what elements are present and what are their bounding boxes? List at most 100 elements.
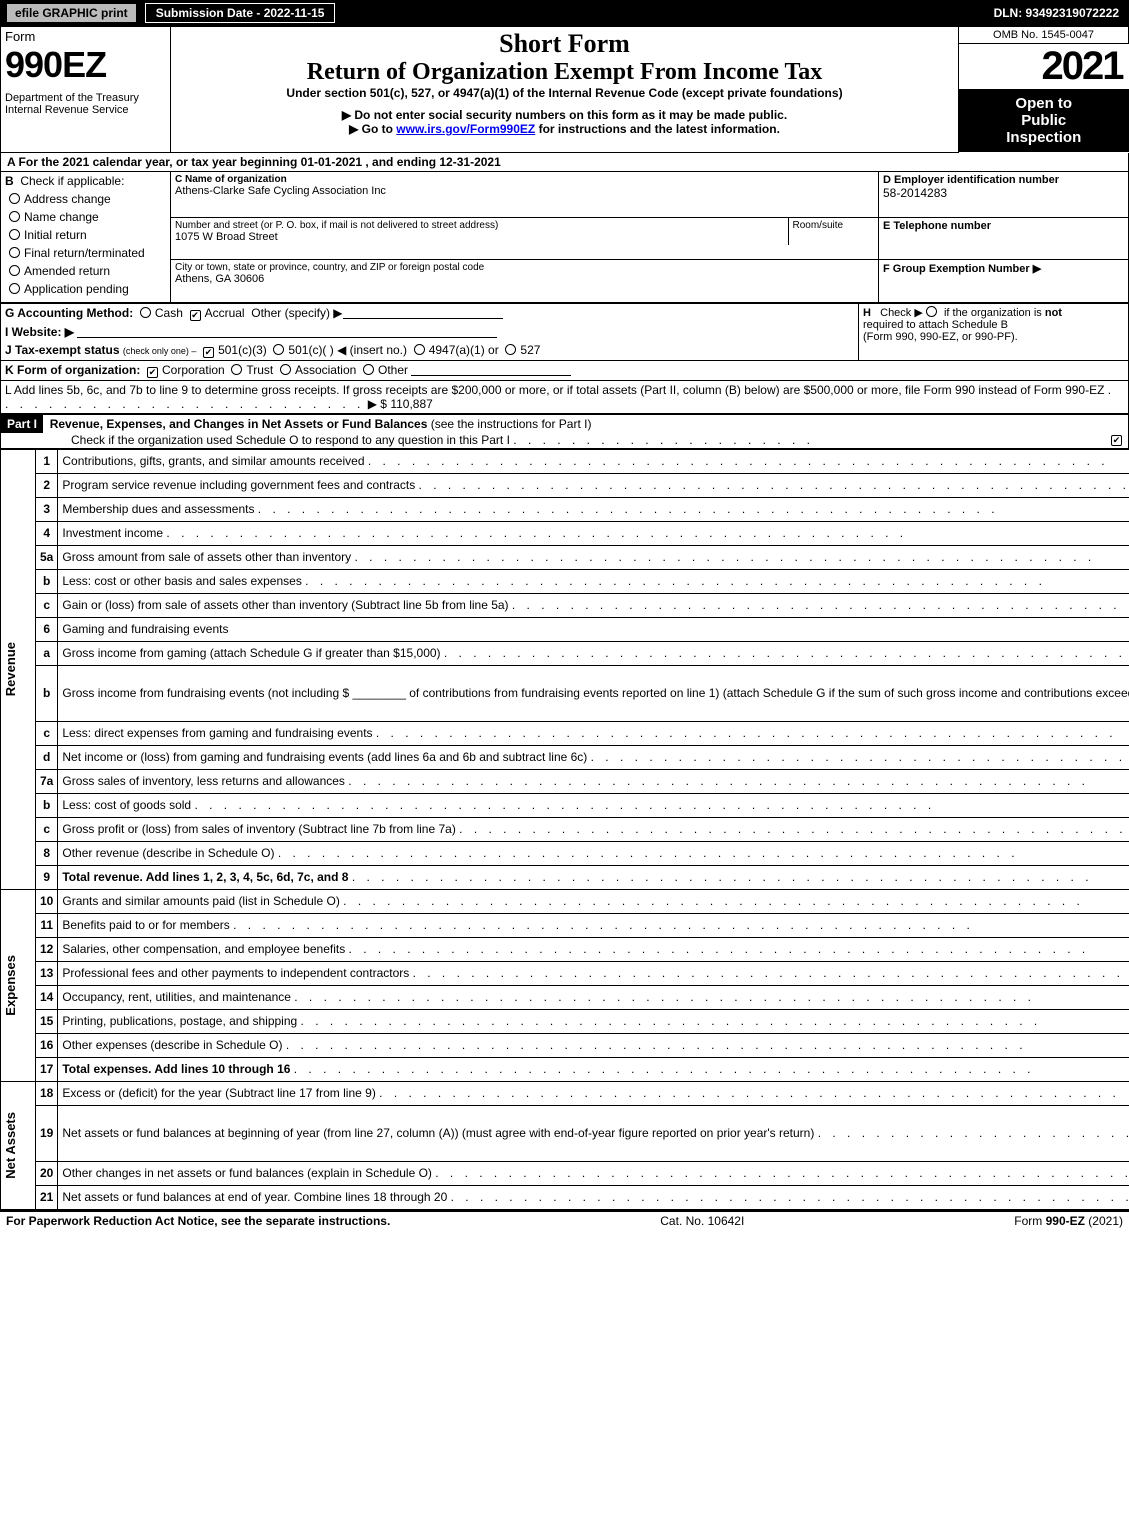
line-number: 21: [36, 1185, 58, 1209]
f-group-label: F Group Exemption Number ▶: [883, 262, 1124, 275]
lbl-other-org: Other: [378, 363, 408, 377]
lbl-final-return: Final return/terminated: [24, 246, 145, 260]
table-row: bLess: cost of goods sold . . . . . . . …: [1, 793, 1129, 817]
line-description: Printing, publications, postage, and shi…: [58, 1009, 1129, 1033]
section-a: A For the 2021 calendar year, or tax yea…: [0, 153, 1129, 171]
line-description: Less: cost or other basis and sales expe…: [58, 569, 1129, 593]
other-method-input[interactable]: [343, 307, 503, 319]
table-row: cLess: direct expenses from gaming and f…: [1, 721, 1129, 745]
chk-4947a1[interactable]: [414, 344, 425, 355]
l-value: 110,887: [390, 397, 433, 411]
line-number: b: [36, 569, 58, 593]
ghijkl-table: G Accounting Method: Cash Accrual Other …: [0, 303, 1129, 414]
j-sub: (check only one) –: [123, 346, 197, 356]
line-description: Gross sales of inventory, less returns a…: [58, 769, 1129, 793]
line-description: Net assets or fund balances at beginning…: [58, 1105, 1129, 1161]
line-description: Less: direct expenses from gaming and fu…: [58, 721, 1129, 745]
table-row: 19Net assets or fund balances at beginni…: [1, 1105, 1129, 1161]
line-description: Other revenue (describe in Schedule O) .…: [58, 841, 1129, 865]
line-description: Gross profit or (loss) from sales of inv…: [58, 817, 1129, 841]
line-number: 17: [36, 1057, 58, 1081]
title-under-section: Under section 501(c), 527, or 4947(a)(1)…: [175, 86, 954, 100]
table-row: 17Total expenses. Add lines 10 through 1…: [1, 1057, 1129, 1081]
chk-cash[interactable]: [140, 307, 151, 318]
table-row: 13Professional fees and other payments t…: [1, 961, 1129, 985]
side-label: Revenue: [1, 638, 20, 700]
c-street-label: Number and street (or P. O. box, if mail…: [175, 220, 784, 231]
table-row: Expenses10Grants and similar amounts pai…: [1, 889, 1129, 913]
line-description: Grants and similar amounts paid (list in…: [58, 889, 1129, 913]
dept-irs: Internal Revenue Service: [5, 104, 166, 116]
line-description: Net income or (loss) from gaming and fun…: [58, 745, 1129, 769]
chk-501c[interactable]: [273, 344, 284, 355]
chk-527[interactable]: [505, 344, 516, 355]
table-row: 16Other expenses (describe in Schedule O…: [1, 1033, 1129, 1057]
line-number: c: [36, 593, 58, 617]
form-code: 990EZ: [5, 44, 106, 85]
chk-schedule-o-part1[interactable]: [1111, 435, 1122, 446]
other-org-input[interactable]: [411, 364, 571, 376]
chk-association[interactable]: [280, 364, 291, 375]
open-line2: Public: [1021, 112, 1066, 129]
line-description: Gain or (loss) from sale of assets other…: [58, 593, 1129, 617]
chk-final-return[interactable]: [9, 247, 20, 258]
line-number: 16: [36, 1033, 58, 1057]
chk-name-change[interactable]: [9, 211, 20, 222]
table-row: 6Gaming and fundraising events: [1, 617, 1129, 641]
chk-address-change[interactable]: [9, 193, 20, 204]
chk-initial-return[interactable]: [9, 229, 20, 240]
line-description: Other expenses (describe in Schedule O) …: [58, 1033, 1129, 1057]
chk-trust[interactable]: [231, 364, 242, 375]
line-description: Program service revenue including govern…: [58, 473, 1129, 497]
table-row: 20Other changes in net assets or fund ba…: [1, 1161, 1129, 1185]
line-number: 19: [36, 1105, 58, 1161]
header-table: Form 990EZ Department of the Treasury In…: [0, 26, 1129, 153]
part1-title: Revenue, Expenses, and Changes in Net As…: [46, 417, 430, 431]
e-phone-label: E Telephone number: [883, 220, 1124, 232]
chk-amended-return[interactable]: [9, 265, 20, 276]
goto-line: ▶ Go to www.irs.gov/Form990EZ for instru…: [175, 122, 954, 136]
website-input[interactable]: [77, 326, 497, 338]
line-number: 20: [36, 1161, 58, 1185]
part1-schedule-o-note: Check if the organization used Schedule …: [1, 433, 510, 447]
lbl-address-change: Address change: [24, 192, 111, 206]
chk-501c3[interactable]: [203, 347, 214, 358]
line-number: 3: [36, 497, 58, 521]
irs-link[interactable]: www.irs.gov/Form990EZ: [396, 122, 535, 136]
open-to-public-box: Open to Public Inspection: [959, 89, 1129, 152]
table-row: 15Printing, publications, postage, and s…: [1, 1009, 1129, 1033]
lbl-501c: 501(c)( ) ◀ (insert no.): [288, 343, 407, 357]
submission-date-badge: Submission Date - 2022-11-15: [145, 3, 336, 23]
line-number: 5a: [36, 545, 58, 569]
line-number: d: [36, 745, 58, 769]
l-text: L Add lines 5b, 6c, and 7b to line 9 to …: [5, 383, 1104, 397]
c-name-label: C Name of organization: [175, 174, 874, 185]
chk-accrual[interactable]: [190, 310, 201, 321]
line-description: Total revenue. Add lines 1, 2, 3, 4, 5c,…: [58, 865, 1129, 889]
line-number: 13: [36, 961, 58, 985]
section-b-checklist: Address change Name change Initial retur…: [5, 188, 166, 300]
chk-schedule-b-not-required[interactable]: [926, 306, 937, 317]
line-description: Benefits paid to or for members . . . . …: [58, 913, 1129, 937]
line-number: 10: [36, 889, 58, 913]
h-not: not: [1045, 307, 1062, 319]
tax-year: 2021: [959, 44, 1129, 89]
table-row: 4Investment income . . . . . . . . . . .…: [1, 521, 1129, 545]
line-number: 11: [36, 913, 58, 937]
lbl-trust: Trust: [246, 363, 273, 377]
title-main: Return of Organization Exempt From Incom…: [175, 59, 954, 86]
line-description: Occupancy, rent, utilities, and maintena…: [58, 985, 1129, 1009]
form-code-block: Form 990EZ: [5, 29, 166, 86]
chk-other-org[interactable]: [363, 364, 374, 375]
line-description: Other changes in net assets or fund bala…: [58, 1161, 1129, 1185]
lbl-527: 527: [520, 343, 540, 357]
efile-print-button[interactable]: efile GRAPHIC print: [6, 3, 137, 23]
goto-pre: ▶ Go to: [349, 122, 396, 136]
h-text4: (Form 990, 990-EZ, or 990-PF).: [863, 331, 1018, 343]
form-word: Form: [5, 29, 35, 44]
chk-corporation[interactable]: [147, 367, 158, 378]
chk-application-pending[interactable]: [9, 283, 20, 294]
h-text2: if the organization is: [944, 307, 1045, 319]
h-check-arrow: Check ▶: [880, 307, 923, 319]
line-description: Investment income . . . . . . . . . . . …: [58, 521, 1129, 545]
